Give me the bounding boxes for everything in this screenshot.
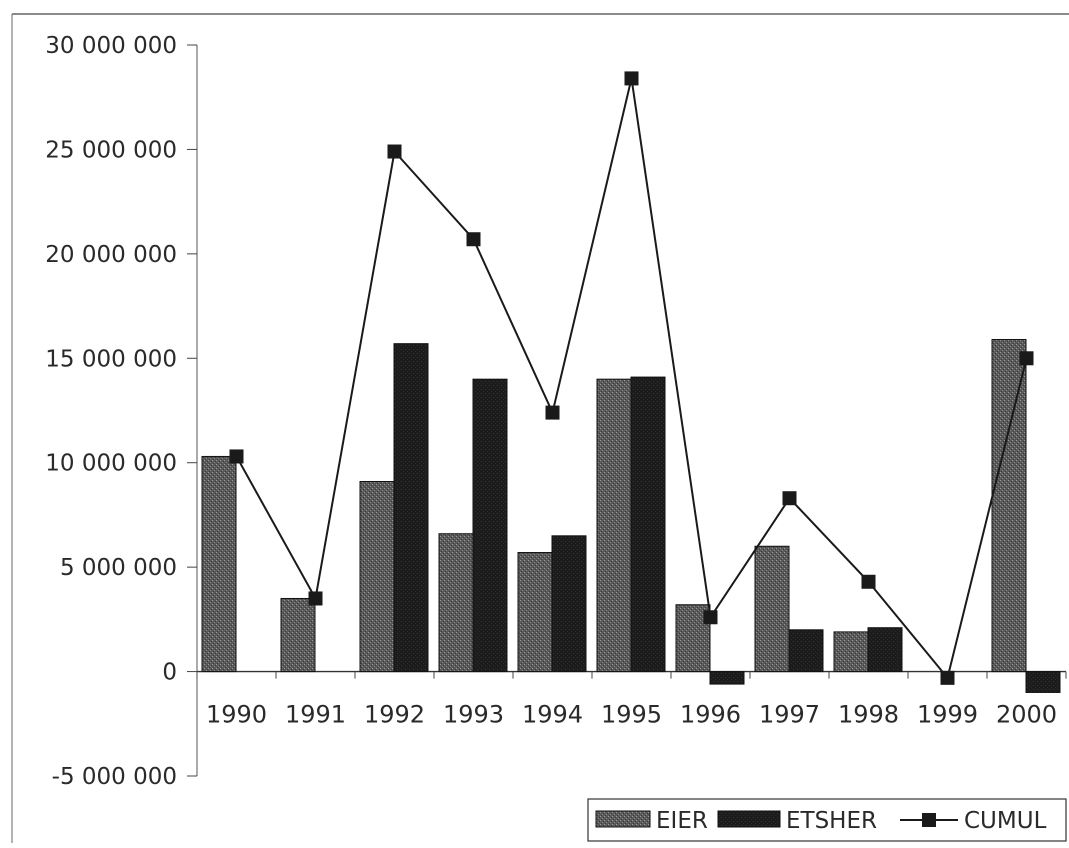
legend-label-eier: EIER [656,808,708,834]
etsher-bar [788,629,824,673]
x-tick-labels: 1990 1991 1992 1993 1994 1995 1996 1997 1998 1999… [206,701,1057,729]
y-tick-label: 30 000 000 [45,33,177,59]
eier-bar [596,378,632,673]
x-tick-label: 1999 [917,701,978,729]
legend-swatch-etsher [717,810,781,828]
y-tick-label: 10 000 000 [45,451,177,477]
etsher-bar [709,671,745,685]
cumul-marker [545,405,560,420]
etsher-bar [630,376,666,673]
y-tick-label: 0 [162,660,177,686]
x-tick-label: 1991 [285,701,346,729]
cumul-marker [308,591,323,606]
eier-bar [438,533,474,673]
legend-label-cumul: CUMUL [964,808,1047,834]
cumul-marker [387,144,402,159]
y-tick-label: 15 000 000 [45,346,177,372]
eier-bar [517,552,553,673]
eier-bar [991,338,1027,673]
etsher-bar [472,378,508,673]
cumul-marker [940,670,955,685]
etsher-bar [551,535,587,673]
bars [201,338,1061,693]
axes: 30 000 000 25 000 000 20 000 000 15 000 000… [45,33,1067,790]
cumul-marker [782,491,797,506]
legend-box [587,798,1067,842]
x-tick-label: 1996 [680,701,741,729]
cumul-marker [229,449,244,464]
cumul-marker [861,574,876,589]
chart-frame [11,13,1069,843]
y-tick-label: 25 000 000 [45,137,177,163]
x-tick-label: 1994 [522,701,583,729]
cumul-marker [1019,351,1034,366]
x-tick-label: 1997 [759,701,820,729]
cumul-marker [624,71,639,86]
cumul-marker [703,610,718,625]
cumul-marker [466,232,481,247]
x-tick-label: 2000 [996,701,1057,729]
x-tick-label: 1998 [838,701,899,729]
x-tick-label: 1993 [443,701,504,729]
eier-bar [201,455,237,673]
legend-swatch-eier [595,810,651,828]
eier-bar [754,545,790,673]
cumul-line [229,71,1034,685]
eier-bar [833,631,869,673]
legend-swatch-cumul-marker [922,813,936,827]
etsher-bar [1025,671,1061,693]
eier-bar [280,597,316,673]
x-tick-label: 1990 [206,701,267,729]
legend-label-etsher: ETSHER [786,808,877,834]
y-tick-label: -5 000 000 [52,764,177,790]
y-tick-label: 20 000 000 [45,242,177,268]
x-tick-label: 1992 [364,701,425,729]
legend: EIER ETSHER CUMUL [587,798,1067,842]
x-tick-label: 1995 [601,701,662,729]
y-tick-label: 5 000 000 [60,555,177,581]
etsher-bar [393,343,429,673]
eier-bar [359,481,395,673]
etsher-bar [867,627,903,673]
